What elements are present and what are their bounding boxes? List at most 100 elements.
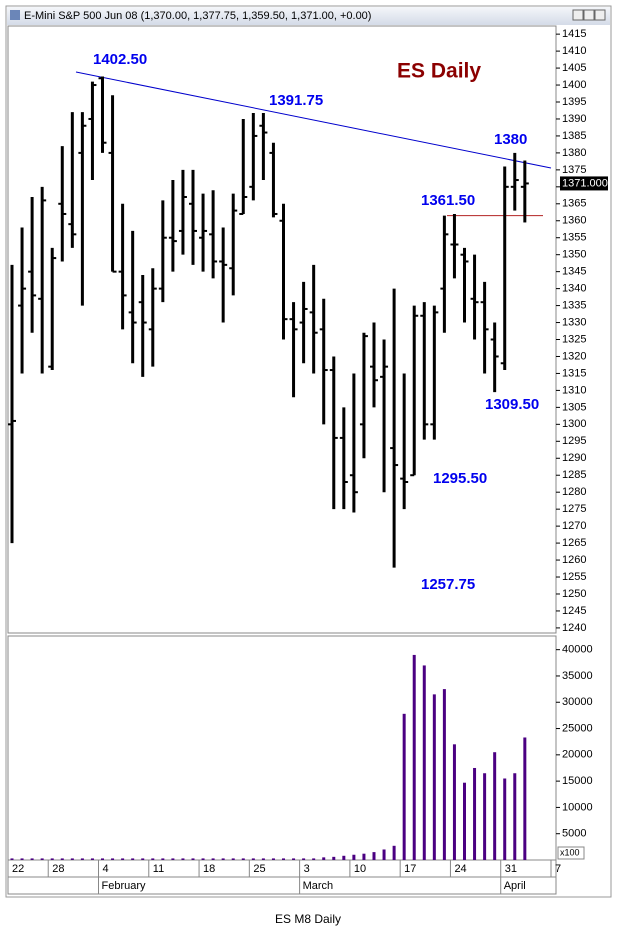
month-label: February	[102, 880, 147, 892]
x-tick-label: 28	[52, 863, 64, 875]
volume-bar	[342, 855, 346, 860]
volume-bar	[402, 713, 406, 860]
volume-bar	[432, 694, 436, 860]
footer: ES M8 Daily	[275, 912, 341, 926]
y-tick-label: 10000	[562, 801, 593, 813]
volume-bar	[221, 858, 225, 860]
volume-bar	[442, 689, 446, 860]
y-tick-label: 1305	[562, 401, 586, 413]
y-tick-label: 1405	[562, 62, 586, 74]
volume-bar	[422, 665, 426, 860]
volume-bar	[292, 858, 296, 860]
volume-bar	[30, 858, 34, 860]
window-icon	[10, 10, 20, 20]
volume-bar	[191, 858, 195, 860]
volume-bar	[463, 782, 466, 860]
close-button[interactable]	[594, 9, 606, 21]
unit-label: x100	[560, 847, 580, 857]
price-annotation: 1295.50	[433, 470, 487, 487]
window-title: E-Mini S&P 500 Jun 08 (1,370.00, 1,377.7…	[24, 10, 371, 22]
y-tick-label: 25000	[562, 722, 593, 734]
y-tick-label: 30000	[562, 696, 593, 708]
x-tick-label: 4	[103, 863, 109, 875]
y-tick-label: 40000	[562, 644, 593, 656]
volume-bar	[282, 858, 285, 860]
volume-bar	[452, 744, 456, 860]
trend-line	[75, 71, 552, 169]
volume-bar	[111, 858, 115, 860]
volume-bar	[312, 858, 316, 860]
x-tick-label: 25	[253, 863, 265, 875]
x-tick-label: 10	[354, 863, 366, 875]
volume-bar	[50, 858, 54, 860]
volume-bar	[60, 858, 64, 860]
y-tick-label: 1240	[562, 622, 586, 634]
price-annotation: 1380	[494, 131, 527, 148]
y-tick-label: 1270	[562, 520, 586, 532]
volume-bar	[513, 773, 517, 860]
price-annotation: 1309.50	[485, 396, 539, 413]
volume-bar	[40, 858, 44, 860]
volume-bar	[493, 752, 497, 860]
window-buttons[interactable]	[572, 9, 606, 21]
y-tick-label: 1340	[562, 283, 586, 295]
volume-bar	[121, 858, 125, 860]
y-tick-label: 1375	[562, 164, 586, 176]
y-tick-label: 35000	[562, 670, 593, 682]
volume-bar	[483, 773, 487, 860]
y-tick-label: 1325	[562, 333, 586, 345]
minimize-button[interactable]	[572, 9, 584, 21]
x-tick-label: 24	[454, 863, 466, 875]
y-tick-label: 1355	[562, 232, 586, 244]
y-tick-label: 1330	[562, 316, 586, 328]
volume-bar	[382, 849, 386, 860]
volume-bar	[10, 858, 14, 860]
y-tick-label: 1395	[562, 96, 586, 108]
volume-bar	[251, 858, 255, 860]
volume-bar	[201, 858, 205, 860]
month-label: April	[504, 880, 526, 892]
volume-bar	[362, 853, 366, 860]
volume-bar	[20, 858, 24, 860]
volume-bar	[90, 858, 94, 860]
maximize-button[interactable]	[583, 9, 595, 21]
volume-bar	[523, 737, 527, 860]
price-annotation: 1391.75	[269, 92, 323, 109]
y-tick-label: 1280	[562, 486, 586, 498]
volume-bar	[141, 858, 145, 860]
y-tick-label: 1365	[562, 198, 586, 210]
x-tick-label: 22	[12, 863, 24, 875]
y-tick-label: 1350	[562, 249, 586, 261]
y-tick-label: 20000	[562, 749, 593, 761]
volume-bar	[302, 858, 306, 860]
price-annotation: 1257.75	[421, 576, 475, 593]
y-tick-label: 1360	[562, 215, 586, 227]
x-tick-label: 7	[555, 863, 561, 875]
volume-bar	[372, 852, 376, 860]
y-tick-label: 1245	[562, 605, 586, 617]
volume-bar	[271, 858, 275, 860]
y-tick-label: 1255	[562, 571, 586, 583]
volume-bar	[131, 858, 135, 860]
y-tick-label: 1415	[562, 28, 586, 40]
y-tick-label: 1250	[562, 588, 586, 600]
x-tick-label: 31	[505, 863, 517, 875]
y-tick-label: 1285	[562, 469, 586, 481]
volume-bar	[352, 854, 356, 860]
y-tick-label: 1335	[562, 299, 586, 311]
y-tick-label: 1290	[562, 452, 586, 464]
y-tick-label: 1295	[562, 435, 586, 447]
x-tick-label: 11	[153, 863, 164, 875]
volume-bar	[412, 654, 416, 860]
volume-bar	[241, 858, 245, 860]
y-tick-label: 5000	[562, 828, 586, 840]
y-tick-label: 1400	[562, 79, 586, 91]
price-annotation: 1361.50	[421, 192, 475, 209]
volume-bar	[261, 858, 265, 860]
volume-bar	[392, 845, 396, 860]
volume-bar	[332, 856, 336, 860]
volume-bar	[322, 857, 326, 860]
y-tick-label: 1275	[562, 503, 586, 515]
x-tick-label: 17	[404, 863, 416, 875]
volume-bar	[101, 858, 104, 860]
